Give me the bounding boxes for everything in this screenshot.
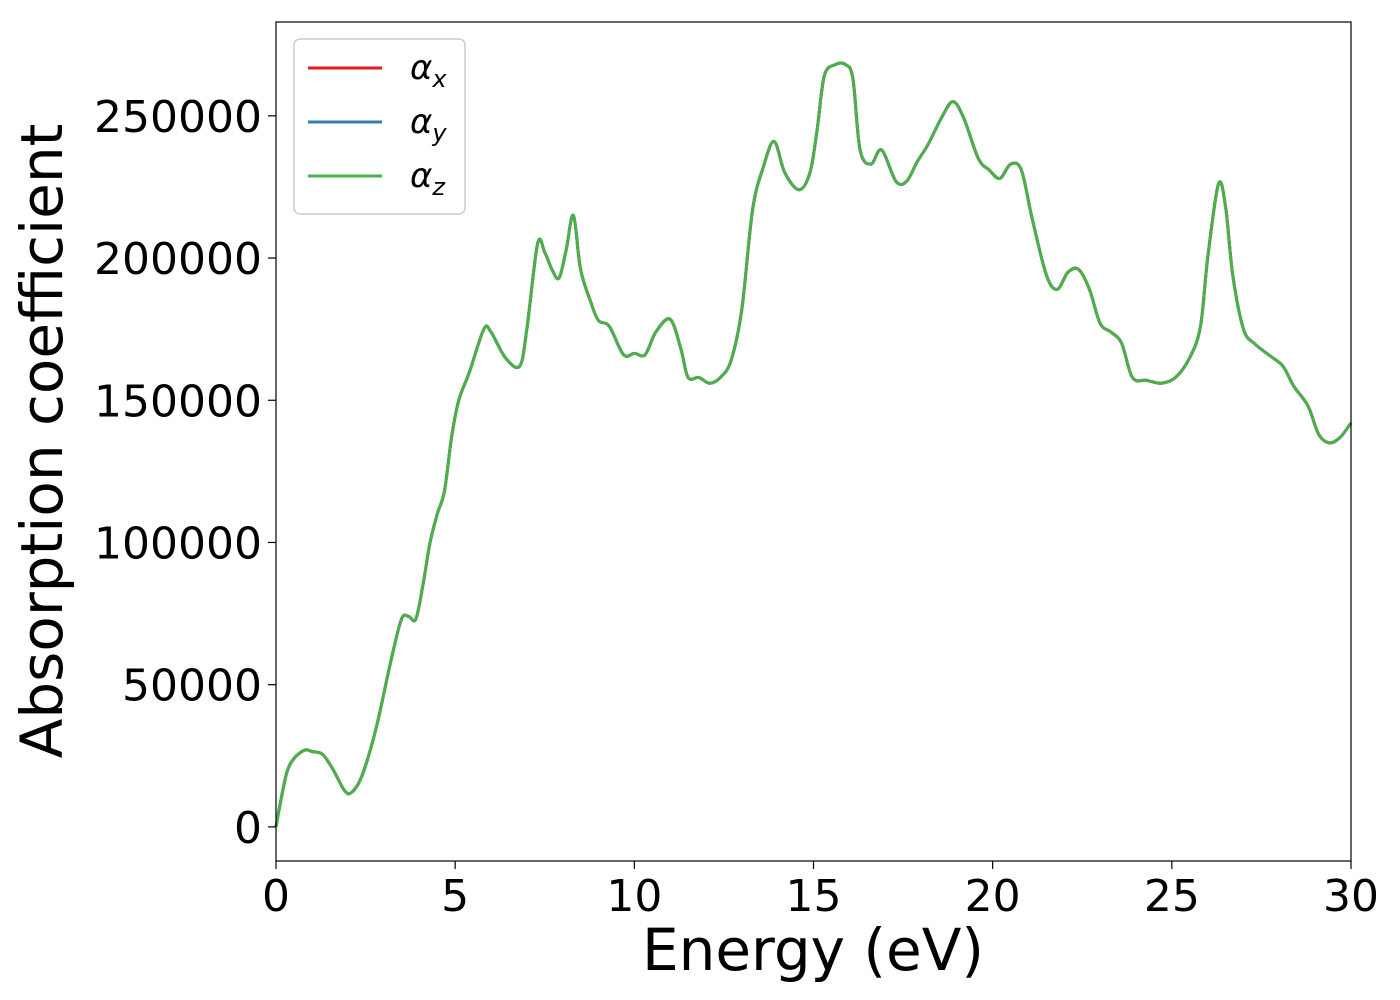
x-tick-label: 5 (441, 871, 469, 922)
y-tick-label: 0 (234, 803, 262, 854)
x-axis-ticks: 0 5 10 15 20 25 30 (262, 861, 1379, 922)
x-tick-label: 15 (786, 871, 842, 922)
legend-box (293, 38, 466, 215)
y-tick-label: 150000 (94, 376, 262, 427)
legend-label-z: αz (410, 156, 446, 201)
legend-label-x: αx (410, 48, 447, 93)
y-tick-label: 200000 (94, 234, 262, 285)
x-tick-label: 20 (965, 871, 1021, 922)
legend-label-y: αy (410, 102, 447, 147)
series-line-z (274, 61, 1353, 828)
x-axis-label: Energy (eV) (642, 916, 984, 984)
series-layer (274, 61, 1353, 828)
y-tick-label: 50000 (122, 661, 262, 712)
x-tick-label: 25 (1144, 871, 1200, 922)
x-tick-label: 30 (1323, 871, 1379, 922)
y-tick-label: 250000 (94, 92, 262, 143)
legend: αx αy αz (293, 38, 466, 215)
y-tick-label: 100000 (94, 518, 262, 569)
x-tick-label: 10 (606, 871, 662, 922)
x-tick-label: 0 (262, 871, 290, 922)
y-axis-label: Absorption coefficient (8, 124, 76, 759)
y-axis-ticks: 0 50000 100000 150000 200000 250000 (94, 92, 276, 854)
